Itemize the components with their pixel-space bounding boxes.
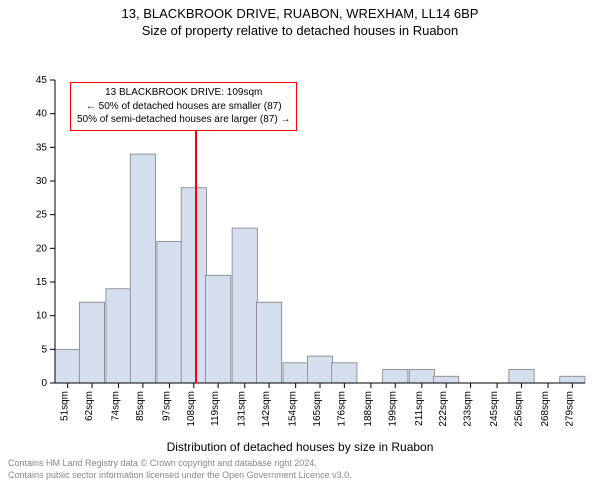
svg-text:35: 35 bbox=[36, 142, 48, 153]
svg-text:268sqm: 268sqm bbox=[540, 391, 551, 427]
svg-text:51sqm: 51sqm bbox=[60, 391, 71, 421]
svg-text:176sqm: 176sqm bbox=[336, 391, 347, 427]
svg-text:30: 30 bbox=[36, 176, 48, 187]
svg-text:108sqm: 108sqm bbox=[186, 391, 197, 427]
svg-text:0: 0 bbox=[41, 378, 47, 389]
svg-text:74sqm: 74sqm bbox=[111, 391, 122, 421]
footer-line-2: Contains public sector information licen… bbox=[8, 470, 592, 482]
svg-text:10: 10 bbox=[36, 311, 48, 322]
footer-attribution: Contains HM Land Registry data © Crown c… bbox=[0, 454, 600, 481]
info-line-2: ← 50% of detached houses are smaller (87… bbox=[77, 100, 290, 114]
info-line-3: 50% of semi-detached houses are larger (… bbox=[77, 113, 290, 127]
info-line-1: 13 BLACKBROOK DRIVE: 109sqm bbox=[77, 86, 290, 100]
svg-text:154sqm: 154sqm bbox=[288, 391, 299, 427]
svg-text:45: 45 bbox=[36, 75, 48, 86]
svg-text:199sqm: 199sqm bbox=[387, 391, 398, 427]
svg-text:222sqm: 222sqm bbox=[438, 391, 449, 427]
svg-text:119sqm: 119sqm bbox=[210, 391, 221, 426]
svg-text:62sqm: 62sqm bbox=[84, 391, 95, 421]
svg-text:40: 40 bbox=[36, 109, 48, 120]
chart-title-main: 13, BLACKBROOK DRIVE, RUABON, WREXHAM, L… bbox=[0, 0, 600, 21]
property-marker-line bbox=[195, 130, 197, 383]
svg-text:256sqm: 256sqm bbox=[513, 391, 524, 427]
svg-text:131sqm: 131sqm bbox=[237, 391, 248, 427]
svg-text:142sqm: 142sqm bbox=[261, 391, 272, 427]
svg-text:85sqm: 85sqm bbox=[135, 391, 146, 421]
x-axis-label: Distribution of detached houses by size … bbox=[0, 440, 600, 454]
svg-text:188sqm: 188sqm bbox=[363, 391, 374, 427]
svg-text:279sqm: 279sqm bbox=[564, 391, 575, 427]
svg-text:15: 15 bbox=[36, 277, 48, 288]
info-callout-box: 13 BLACKBROOK DRIVE: 109sqm ← 50% of det… bbox=[70, 82, 297, 131]
svg-text:165sqm: 165sqm bbox=[312, 391, 323, 427]
svg-text:5: 5 bbox=[41, 344, 47, 355]
chart-area: Number of detached properties 0510152025… bbox=[0, 38, 600, 438]
svg-text:97sqm: 97sqm bbox=[161, 391, 172, 421]
svg-text:211sqm: 211sqm bbox=[414, 391, 425, 426]
footer-line-1: Contains HM Land Registry data © Crown c… bbox=[8, 458, 592, 470]
svg-text:20: 20 bbox=[36, 243, 48, 254]
svg-text:25: 25 bbox=[36, 210, 48, 221]
chart-title-sub: Size of property relative to detached ho… bbox=[0, 21, 600, 38]
svg-text:233sqm: 233sqm bbox=[463, 391, 474, 427]
svg-text:245sqm: 245sqm bbox=[489, 391, 500, 427]
